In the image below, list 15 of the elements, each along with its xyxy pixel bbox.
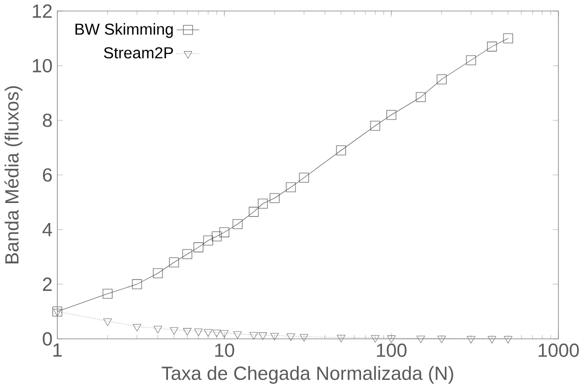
y-axis-title: Banda Média (fluxos): [4, 86, 22, 264]
x-tick-label: 10: [215, 343, 234, 357]
y-tick-label: 4: [42, 222, 52, 236]
legend-label: Stream2P: [104, 47, 173, 58]
y-tick-label: 0: [42, 332, 52, 346]
x-axis-title: Taxa de Chegada Normalizada (N): [162, 366, 454, 384]
x-tick-label: 100: [376, 343, 407, 357]
y-tick-label: 8: [42, 113, 52, 127]
x-tick-label: 1: [53, 343, 62, 356]
y-tick-label: 6: [43, 168, 52, 182]
y-tick-label: 10: [32, 58, 52, 72]
y-tick-label: 12: [32, 4, 52, 18]
legend-label: BW Skimming: [76, 23, 173, 38]
x-tick-label: 1000: [538, 343, 579, 357]
y-tick-label: 2: [42, 277, 52, 291]
